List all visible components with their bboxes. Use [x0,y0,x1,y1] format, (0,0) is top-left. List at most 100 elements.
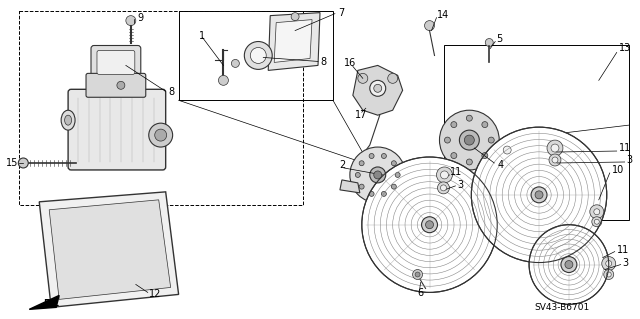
Text: 13: 13 [619,43,631,54]
Polygon shape [49,200,171,300]
Ellipse shape [61,110,75,130]
Circle shape [370,167,386,183]
Polygon shape [353,65,403,115]
Circle shape [424,21,435,31]
Circle shape [561,256,577,272]
FancyBboxPatch shape [86,73,146,97]
Circle shape [467,159,472,165]
Circle shape [415,272,420,277]
Polygon shape [39,192,179,307]
Circle shape [451,122,457,128]
Circle shape [500,143,514,157]
Text: 17: 17 [355,110,367,120]
Circle shape [467,115,472,121]
Text: 10: 10 [612,165,624,175]
Text: 11: 11 [619,143,631,153]
Text: 9: 9 [138,13,144,23]
Text: 16: 16 [344,58,356,68]
Text: SV43-B6701: SV43-B6701 [534,303,589,312]
Circle shape [426,221,433,229]
Text: 2: 2 [339,160,345,170]
Circle shape [438,182,449,194]
Circle shape [359,161,364,166]
Circle shape [413,270,422,279]
FancyBboxPatch shape [91,46,141,79]
Circle shape [440,110,499,170]
Text: 6: 6 [417,288,424,298]
Circle shape [381,191,387,197]
Bar [444,46,628,220]
Circle shape [370,80,386,96]
FancyBboxPatch shape [68,89,166,170]
Circle shape [565,261,573,269]
Circle shape [148,123,173,147]
Circle shape [291,13,299,21]
Circle shape [605,261,612,267]
Text: 4: 4 [497,160,503,170]
Polygon shape [274,19,312,63]
Circle shape [460,130,479,150]
Text: FR.: FR. [44,299,60,308]
Circle shape [155,129,166,141]
Text: 14: 14 [436,10,449,20]
Text: 3: 3 [627,155,633,165]
Circle shape [374,84,381,92]
Bar [179,11,333,100]
Circle shape [359,184,364,189]
Text: 15: 15 [6,158,19,168]
Circle shape [451,152,457,159]
Circle shape [531,187,547,203]
Circle shape [595,219,599,224]
Circle shape [592,217,602,227]
Circle shape [381,153,387,159]
Circle shape [488,137,494,143]
Text: 1: 1 [198,31,205,41]
Circle shape [549,154,561,166]
Circle shape [392,184,396,189]
Circle shape [604,270,614,279]
Circle shape [350,147,406,203]
Circle shape [503,146,511,154]
Circle shape [232,59,239,67]
FancyBboxPatch shape [97,50,135,74]
Circle shape [606,272,611,277]
Circle shape [395,173,400,177]
Circle shape [358,73,368,83]
Circle shape [369,153,374,159]
Circle shape [535,191,543,199]
Circle shape [482,152,488,159]
Circle shape [126,16,136,26]
Polygon shape [29,295,59,309]
Text: 11: 11 [617,245,629,255]
Circle shape [436,167,452,183]
Circle shape [602,256,616,271]
Ellipse shape [65,115,72,125]
Circle shape [440,171,449,179]
Text: 7: 7 [338,8,344,18]
Circle shape [244,41,272,70]
Circle shape [465,135,474,145]
Circle shape [392,161,396,166]
Circle shape [19,158,28,168]
Circle shape [369,191,374,197]
Circle shape [482,122,488,128]
Polygon shape [340,180,360,193]
Polygon shape [268,13,320,70]
Circle shape [250,48,266,63]
Circle shape [547,140,563,156]
Circle shape [117,81,125,89]
Text: 11: 11 [451,167,463,177]
Circle shape [440,185,447,191]
Circle shape [552,157,558,163]
Circle shape [471,127,607,263]
Circle shape [590,205,604,219]
Circle shape [444,137,451,143]
Circle shape [218,75,228,85]
Bar [19,11,303,205]
Text: 8: 8 [320,57,326,67]
Circle shape [485,39,493,47]
Text: 8: 8 [169,87,175,97]
Circle shape [388,73,397,83]
Circle shape [594,209,600,215]
Text: 5: 5 [496,33,502,43]
